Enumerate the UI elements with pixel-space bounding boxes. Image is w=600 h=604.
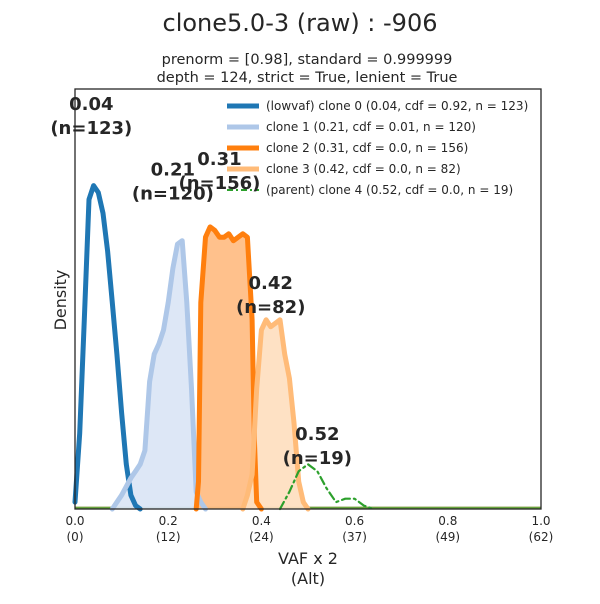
legend-label-4: (parent) clone 4 (0.52, cdf = 0.0, n = 1… — [266, 183, 513, 197]
x-tick-label-5: 1.0 — [531, 514, 550, 528]
annotation-4-line-1: (n=19) — [283, 448, 352, 469]
x-axis-label-line-2: (Alt) — [291, 569, 325, 588]
legend: (lowvaf) clone 0 (0.04, cdf = 0.92, n = … — [227, 99, 528, 197]
legend-label-1: clone 1 (0.21, cdf = 0.01, n = 120) — [266, 120, 476, 134]
plot-frame — [74, 88, 542, 510]
x-tick-sublabel-3: (37) — [342, 530, 367, 544]
series-line-0 — [72, 183, 143, 512]
series-fill-2 — [196, 226, 262, 509]
series-line-2 — [193, 224, 264, 512]
chart-subtitle-line-2: depth = 124, strict = True, lenient = Tr… — [157, 70, 458, 86]
x-axis-label-line-1: VAF x 2 — [278, 549, 338, 568]
x-axis-ticks: 0.0 (0) 0.2 (12) 0.4 (24) 0.6 (37) 0.8 (49) 1.0 (62… — [65, 514, 553, 544]
plot-area — [72, 183, 541, 512]
x-tick-sublabel-5: (62) — [529, 530, 554, 544]
annotation-2-line-0: 0.31 — [197, 149, 241, 170]
legend-label-2: clone 2 (0.31, cdf = 0.0, n = 156) — [266, 141, 468, 155]
annotation-4-line-0: 0.52 — [295, 424, 339, 445]
y-axis-label: Density — [51, 270, 70, 331]
x-tick-label-2: 0.4 — [252, 514, 271, 528]
annotation-1-line-0: 0.21 — [151, 159, 195, 180]
series-line-4 — [278, 463, 375, 511]
annotation-2-line-1: (n=156) — [178, 173, 260, 194]
annotation-0-line-1: (n=123) — [50, 118, 132, 139]
annotation-1-line-1: (n=120) — [132, 183, 214, 204]
series-line-1 — [109, 238, 208, 512]
annotations: 0.04 (n=123) 0.21 (n=120) 0.31 (n=156) 0.42 (n=… — [50, 94, 352, 469]
x-tick-label-0: 0.0 — [65, 514, 84, 528]
x-tick-label-4: 0.8 — [438, 514, 457, 528]
x-tick-sublabel-1: (12) — [156, 530, 181, 544]
annotation-3-line-0: 0.42 — [249, 273, 293, 294]
x-tick-sublabel-2: (24) — [249, 530, 274, 544]
legend-label-0: (lowvaf) clone 0 (0.04, cdf = 0.92, n = … — [266, 99, 528, 113]
x-tick-sublabel-4: (49) — [435, 530, 460, 544]
x-tick-sublabel-0: (0) — [67, 530, 84, 544]
x-tick-label-1: 0.2 — [159, 514, 178, 528]
annotation-0-line-0: 0.04 — [69, 94, 113, 115]
x-tick-label-3: 0.6 — [345, 514, 364, 528]
chart-subtitle-line-1: prenorm = [0.98], standard = 0.999999 — [162, 52, 453, 68]
annotation-3-line-1: (n=82) — [236, 297, 305, 318]
chart-title: clone5.0-3 (raw) : -906 — [163, 9, 438, 37]
series-fill-1 — [112, 240, 206, 509]
series-line-3 — [240, 317, 311, 512]
legend-label-3: clone 3 (0.42, cdf = 0.0, n = 82) — [266, 162, 461, 176]
